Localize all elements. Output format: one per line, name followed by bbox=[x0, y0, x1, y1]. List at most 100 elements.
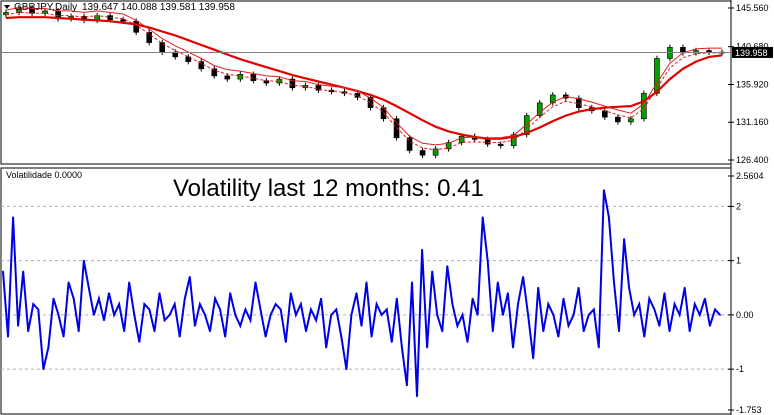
medium-moving-average bbox=[5, 7, 722, 146]
volatility-point bbox=[173, 303, 176, 305]
volatility-point bbox=[279, 308, 282, 311]
volatility-point bbox=[476, 314, 479, 316]
volatility-point bbox=[628, 286, 630, 289]
volatility-point bbox=[411, 281, 413, 284]
volatility-point bbox=[380, 314, 383, 316]
volatility-point bbox=[456, 324, 459, 327]
candle-body bbox=[42, 10, 48, 14]
volatility-point bbox=[178, 335, 181, 338]
volatility-point bbox=[194, 324, 196, 327]
volatility-point bbox=[426, 346, 428, 349]
volatility-point bbox=[643, 335, 646, 338]
volatility-point bbox=[37, 308, 40, 311]
volatility-point bbox=[158, 292, 161, 295]
volatility-point bbox=[673, 303, 676, 305]
volatility-point bbox=[719, 314, 721, 316]
volatility-point bbox=[259, 308, 262, 311]
volatility-point bbox=[295, 314, 297, 316]
indicator-scale-label: 2 bbox=[736, 201, 741, 211]
candle-body bbox=[445, 142, 452, 150]
volatility-point bbox=[12, 216, 15, 219]
volatility-point bbox=[128, 281, 131, 284]
volatility-point bbox=[587, 314, 590, 316]
dropdown-triangle-icon[interactable] bbox=[4, 5, 10, 9]
volatility-point bbox=[471, 297, 474, 300]
volatility-point bbox=[93, 314, 95, 316]
volatility-point bbox=[199, 303, 201, 305]
indicator-scale-label: 0.00 bbox=[736, 310, 754, 320]
volatility-point bbox=[406, 384, 408, 387]
volatility-point bbox=[542, 330, 545, 333]
volatility-point bbox=[461, 314, 464, 316]
volatility-point bbox=[72, 297, 75, 300]
volatility-point bbox=[284, 341, 287, 343]
volatility-point bbox=[7, 335, 9, 338]
indicator-scale-label: -1 bbox=[736, 364, 744, 374]
candle-body bbox=[198, 61, 205, 70]
candle-body bbox=[536, 102, 543, 116]
volatility-point bbox=[375, 303, 378, 305]
candle-body bbox=[393, 118, 400, 139]
volatility-point bbox=[2, 270, 4, 273]
volatility-point bbox=[502, 314, 504, 316]
volatility-point bbox=[401, 346, 403, 349]
candle-body bbox=[549, 94, 556, 104]
volatility-point bbox=[77, 330, 80, 333]
volatility-point bbox=[62, 335, 65, 338]
candlestick-series[interactable] bbox=[3, 4, 725, 159]
volatility-point bbox=[562, 297, 565, 300]
indicator-scale-label: 1 bbox=[736, 256, 741, 266]
volatility-point bbox=[57, 314, 60, 316]
volatility-point bbox=[108, 292, 110, 295]
volatility-point bbox=[214, 297, 217, 300]
candle-body bbox=[602, 110, 608, 118]
current-price-tag: 139.958 bbox=[732, 46, 773, 58]
candle-body bbox=[432, 148, 439, 156]
volatility-point bbox=[698, 314, 701, 316]
volatility-point bbox=[22, 270, 25, 273]
volatility-point bbox=[603, 189, 605, 192]
volatility-point bbox=[491, 330, 494, 333]
candle-body bbox=[133, 20, 139, 33]
price-scale-label: 140.680 bbox=[736, 42, 769, 52]
volatility-point bbox=[47, 346, 50, 349]
volatility-point bbox=[229, 292, 232, 295]
moving-average-lines bbox=[5, 7, 723, 151]
volatility-point bbox=[188, 276, 191, 278]
volatility-point bbox=[148, 308, 151, 311]
volatility-point bbox=[527, 314, 529, 316]
volatility-point bbox=[678, 314, 681, 316]
indicator-label: Volatilidade 0.0000 bbox=[6, 170, 82, 180]
volatility-point bbox=[350, 314, 353, 316]
volatility-point bbox=[163, 319, 166, 322]
candle-body bbox=[458, 135, 465, 143]
indicator-scale-label: -1.753 bbox=[736, 405, 762, 415]
volatility-point bbox=[345, 368, 348, 371]
volatility-point bbox=[451, 303, 454, 305]
volatility-point bbox=[704, 297, 706, 300]
volatility-point bbox=[481, 216, 484, 219]
volatility-point bbox=[618, 330, 620, 333]
volatility-point bbox=[310, 308, 312, 311]
volatility-point bbox=[512, 346, 514, 349]
price-scale-label: 126.400 bbox=[736, 155, 769, 165]
volatility-point bbox=[714, 308, 716, 311]
volatility-point bbox=[709, 324, 711, 327]
volatility-point bbox=[370, 335, 373, 338]
symbol-header: GBPJPY,Daily 139.647 140.088 139.581 139… bbox=[4, 2, 235, 13]
volatility-point bbox=[436, 314, 439, 316]
volatility-point bbox=[52, 297, 55, 300]
indicator-scale: 2.5604 2 1 0.00 -1 -1.753 bbox=[728, 171, 764, 415]
indicator-scale-label: 2.5604 bbox=[736, 171, 764, 181]
volatility-point bbox=[355, 292, 358, 295]
candle-body bbox=[615, 116, 621, 123]
candle-body bbox=[185, 56, 192, 62]
volatility-point bbox=[67, 281, 70, 284]
volatility-point bbox=[638, 303, 641, 305]
volatility-point bbox=[663, 292, 666, 295]
ohlc-values: 139.647 140.088 139.581 139.958 bbox=[82, 2, 235, 13]
volatility-point bbox=[320, 297, 322, 300]
volatility-point bbox=[315, 319, 317, 322]
